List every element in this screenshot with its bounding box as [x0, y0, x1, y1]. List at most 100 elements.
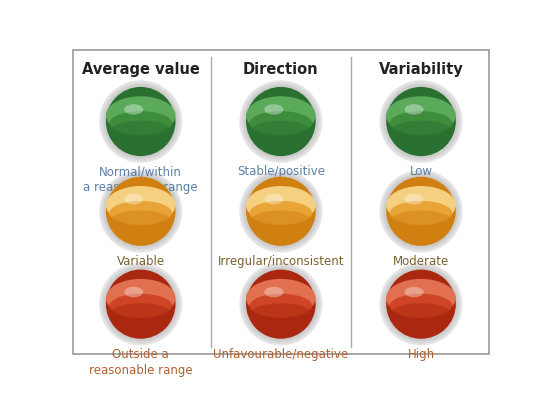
- Ellipse shape: [104, 85, 178, 159]
- Ellipse shape: [404, 194, 424, 205]
- Ellipse shape: [106, 177, 175, 246]
- Ellipse shape: [110, 294, 172, 318]
- Ellipse shape: [100, 172, 181, 251]
- Ellipse shape: [386, 88, 456, 157]
- Ellipse shape: [381, 172, 461, 251]
- Ellipse shape: [243, 85, 319, 160]
- Ellipse shape: [380, 82, 462, 163]
- Ellipse shape: [242, 84, 319, 160]
- Ellipse shape: [384, 85, 458, 159]
- Ellipse shape: [239, 81, 322, 164]
- Ellipse shape: [386, 270, 456, 339]
- Ellipse shape: [244, 85, 318, 159]
- Text: Average value: Average value: [82, 62, 199, 77]
- Ellipse shape: [383, 85, 459, 160]
- Text: Low: Low: [409, 165, 432, 178]
- Ellipse shape: [111, 304, 170, 322]
- Ellipse shape: [106, 97, 175, 135]
- Ellipse shape: [246, 177, 316, 246]
- Ellipse shape: [124, 287, 144, 298]
- Ellipse shape: [99, 170, 182, 253]
- Ellipse shape: [246, 97, 316, 135]
- Ellipse shape: [251, 211, 311, 230]
- Ellipse shape: [244, 267, 318, 341]
- Ellipse shape: [383, 173, 460, 250]
- Ellipse shape: [390, 201, 452, 226]
- Ellipse shape: [244, 175, 318, 249]
- Text: Stable/positive: Stable/positive: [237, 165, 325, 178]
- Ellipse shape: [240, 264, 322, 345]
- Ellipse shape: [239, 263, 322, 346]
- FancyBboxPatch shape: [73, 51, 489, 354]
- Ellipse shape: [104, 86, 177, 158]
- Ellipse shape: [385, 268, 458, 340]
- Text: Direction: Direction: [243, 62, 319, 77]
- Ellipse shape: [111, 211, 170, 230]
- Ellipse shape: [380, 171, 462, 252]
- Ellipse shape: [246, 270, 316, 339]
- Text: Unfavourable/negative: Unfavourable/negative: [213, 347, 349, 360]
- Ellipse shape: [110, 201, 172, 226]
- Ellipse shape: [246, 88, 316, 157]
- Ellipse shape: [104, 268, 177, 340]
- Ellipse shape: [101, 265, 180, 344]
- Ellipse shape: [264, 287, 283, 298]
- Ellipse shape: [102, 267, 179, 342]
- Ellipse shape: [251, 304, 311, 322]
- Ellipse shape: [104, 267, 178, 341]
- Ellipse shape: [240, 82, 322, 163]
- Ellipse shape: [102, 174, 179, 249]
- Ellipse shape: [242, 173, 320, 251]
- Ellipse shape: [381, 265, 461, 344]
- Ellipse shape: [242, 173, 319, 250]
- Ellipse shape: [241, 172, 321, 251]
- Ellipse shape: [106, 186, 175, 225]
- Ellipse shape: [386, 279, 456, 317]
- Ellipse shape: [101, 83, 180, 161]
- Ellipse shape: [390, 112, 452, 136]
- Ellipse shape: [100, 82, 181, 163]
- Ellipse shape: [379, 81, 463, 164]
- Ellipse shape: [249, 112, 312, 136]
- Text: Normal/within
a reasonable range: Normal/within a reasonable range: [83, 165, 198, 194]
- Ellipse shape: [244, 86, 317, 158]
- Ellipse shape: [384, 267, 458, 341]
- Ellipse shape: [251, 122, 311, 140]
- Text: Variable: Variable: [117, 255, 165, 267]
- Text: Outside a
reasonable range: Outside a reasonable range: [89, 347, 192, 376]
- Ellipse shape: [379, 263, 463, 346]
- Ellipse shape: [386, 97, 456, 135]
- Ellipse shape: [386, 186, 456, 225]
- Ellipse shape: [242, 265, 320, 344]
- Ellipse shape: [106, 270, 175, 339]
- Ellipse shape: [391, 304, 450, 322]
- Ellipse shape: [383, 267, 459, 342]
- Ellipse shape: [381, 265, 460, 344]
- Ellipse shape: [106, 279, 175, 317]
- Ellipse shape: [383, 266, 460, 343]
- Ellipse shape: [241, 83, 321, 162]
- Ellipse shape: [243, 267, 319, 342]
- Ellipse shape: [385, 176, 458, 248]
- Text: Moderate: Moderate: [393, 255, 449, 267]
- Ellipse shape: [102, 266, 179, 343]
- Ellipse shape: [404, 105, 424, 115]
- Ellipse shape: [110, 112, 172, 136]
- Ellipse shape: [264, 105, 283, 115]
- Ellipse shape: [104, 175, 178, 249]
- Ellipse shape: [102, 85, 179, 160]
- Ellipse shape: [386, 177, 456, 246]
- Ellipse shape: [384, 175, 458, 249]
- Ellipse shape: [381, 83, 460, 161]
- Ellipse shape: [106, 88, 175, 157]
- Ellipse shape: [99, 263, 182, 346]
- Ellipse shape: [101, 173, 180, 251]
- Ellipse shape: [124, 194, 144, 205]
- Ellipse shape: [249, 294, 312, 318]
- Ellipse shape: [243, 174, 319, 249]
- Ellipse shape: [239, 170, 322, 253]
- Ellipse shape: [246, 279, 316, 317]
- Ellipse shape: [391, 211, 450, 230]
- Ellipse shape: [100, 83, 181, 162]
- Text: Irregular/inconsistent: Irregular/inconsistent: [218, 255, 344, 267]
